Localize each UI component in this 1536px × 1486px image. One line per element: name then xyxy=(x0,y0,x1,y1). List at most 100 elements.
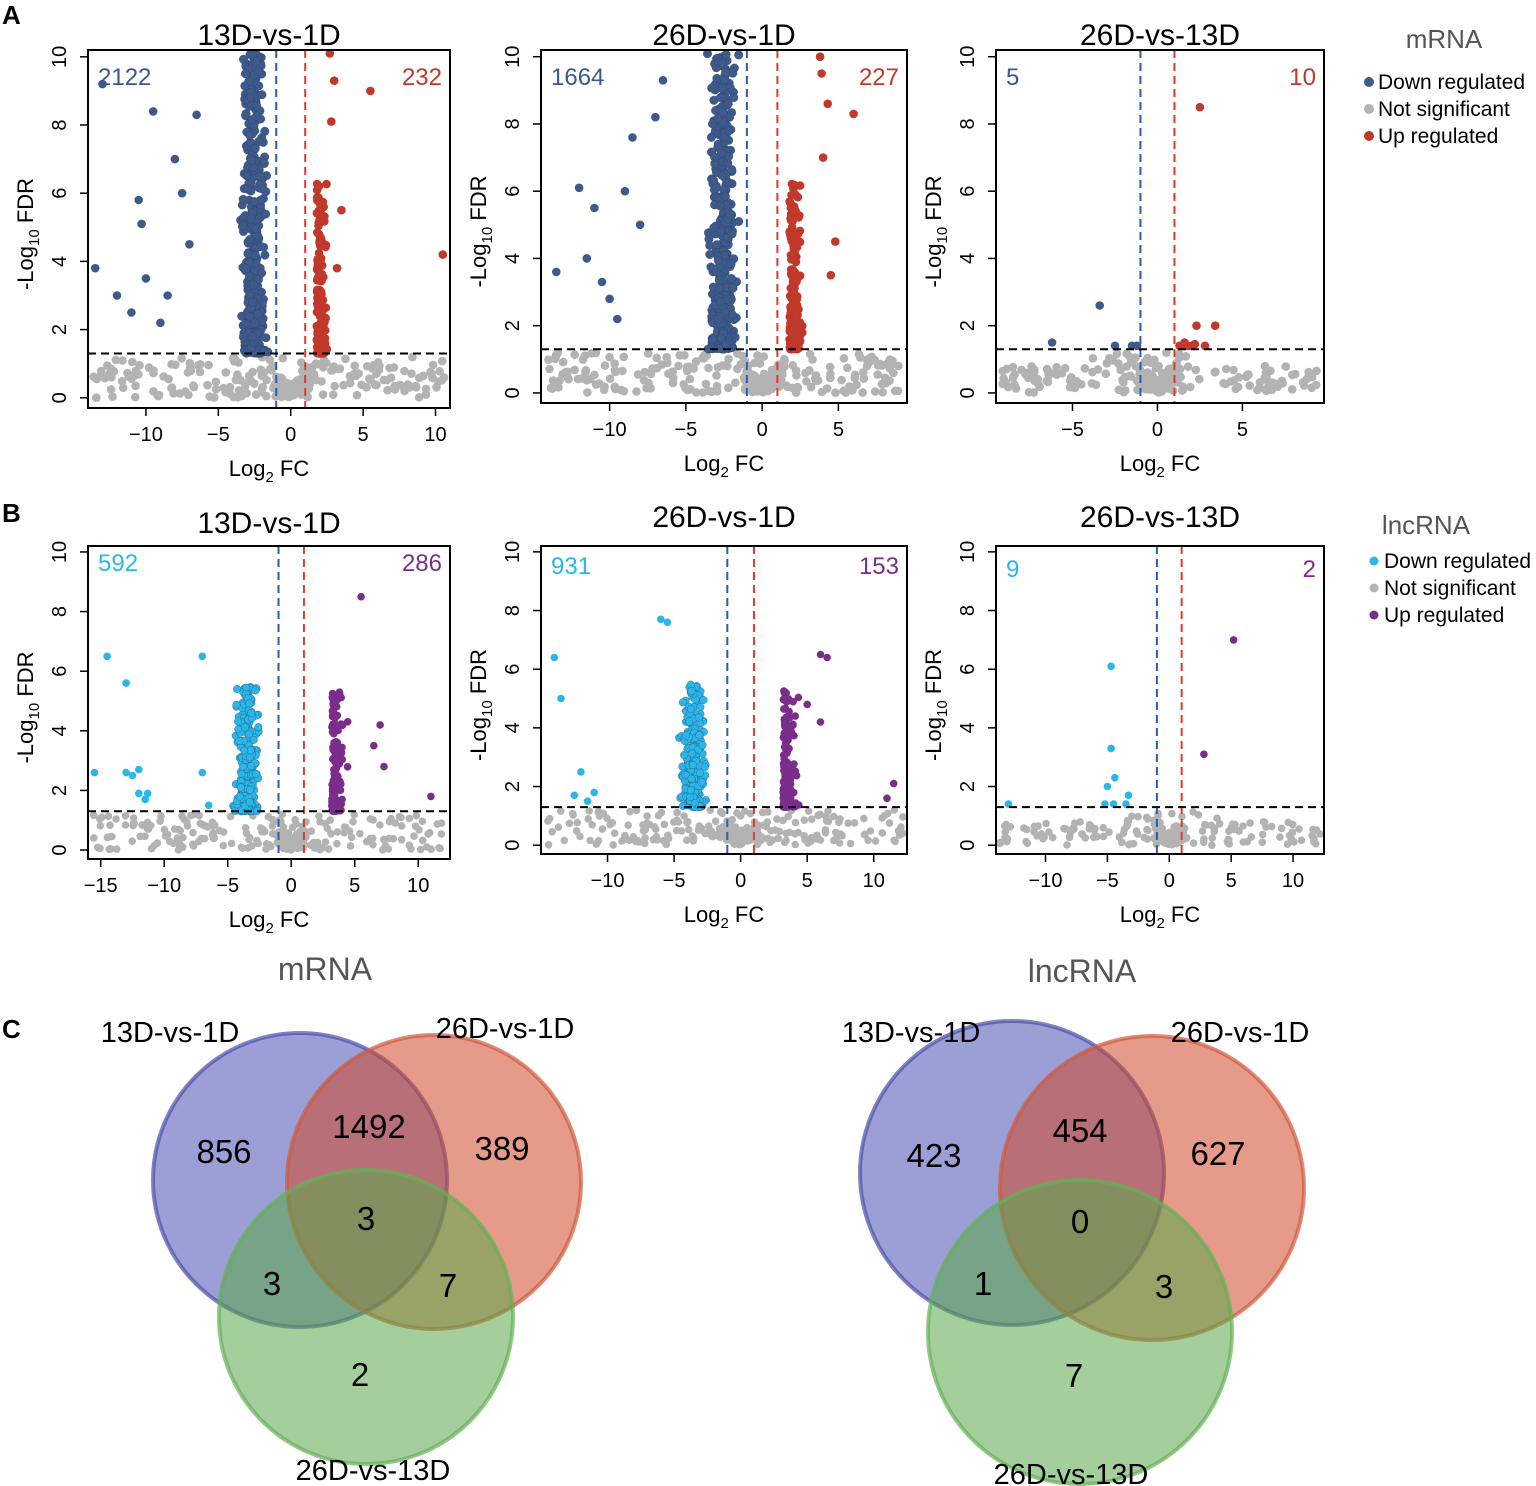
ns-point xyxy=(157,812,165,820)
ns-point xyxy=(418,836,427,845)
down-point xyxy=(177,188,187,198)
down-point xyxy=(122,679,130,687)
ns-point xyxy=(599,809,607,818)
ns-point xyxy=(1219,378,1228,388)
y-tick-label: 8 xyxy=(49,606,71,617)
up-point xyxy=(320,217,329,226)
plot-title: 13D-vs-1D xyxy=(197,19,340,52)
down-point xyxy=(240,319,250,329)
up-point xyxy=(380,762,388,771)
x-tick-label: −5 xyxy=(1061,419,1084,441)
ns-point xyxy=(544,841,553,849)
down-point xyxy=(122,768,130,777)
ns-point xyxy=(791,840,799,849)
legend-mrna: mRNA Down regulated Not significant Up r… xyxy=(1364,24,1525,148)
up-count: 10 xyxy=(1289,64,1316,91)
ns-point xyxy=(733,809,741,817)
down-point xyxy=(237,221,247,231)
ns-point xyxy=(267,365,276,375)
down-point xyxy=(695,731,704,740)
down-point xyxy=(689,761,698,769)
ns-point xyxy=(548,828,556,836)
ns-point xyxy=(826,369,835,379)
ns-point xyxy=(546,383,556,393)
up-point xyxy=(331,789,339,798)
panel-letter-b: B xyxy=(2,498,21,528)
ns-point xyxy=(1119,377,1128,387)
ns-point xyxy=(862,361,872,371)
ns-point xyxy=(626,807,634,816)
ns-point xyxy=(707,387,716,397)
ns-point xyxy=(108,392,117,402)
ns-point xyxy=(1057,368,1067,378)
down-count: 5 xyxy=(1006,64,1019,91)
ns-point xyxy=(619,352,629,362)
x-axis-label: Log2 FC xyxy=(1120,902,1201,932)
ns-point xyxy=(104,812,113,821)
ns-point xyxy=(1134,812,1142,821)
ns-point xyxy=(1311,380,1321,390)
ns-point xyxy=(726,819,735,828)
ns-point xyxy=(322,358,331,368)
ns-point xyxy=(580,351,590,360)
ns-point xyxy=(644,349,653,358)
down-point xyxy=(252,101,262,111)
ns-point xyxy=(1140,357,1149,367)
ns-point xyxy=(1208,841,1216,849)
down-point xyxy=(1101,800,1109,808)
ns-point xyxy=(550,354,560,364)
ns-point xyxy=(749,823,758,832)
points xyxy=(89,592,446,854)
down-point xyxy=(708,335,718,345)
ns-point xyxy=(1030,822,1039,831)
ns-point xyxy=(1234,373,1244,382)
ns-point xyxy=(219,841,228,850)
down-point xyxy=(716,227,725,237)
ns-point xyxy=(640,839,649,848)
ns-point xyxy=(860,814,868,823)
down-point xyxy=(244,271,254,281)
ns-point xyxy=(844,819,852,827)
y-tick-label: 4 xyxy=(49,725,71,736)
ns-point xyxy=(106,821,114,829)
ns-point xyxy=(1126,372,1136,381)
ns-point xyxy=(1221,364,1231,374)
up-point xyxy=(316,199,326,209)
ns-point xyxy=(351,371,361,381)
ns-point xyxy=(1247,833,1256,841)
ns-point xyxy=(167,360,176,369)
down-point xyxy=(163,291,172,300)
ns-point xyxy=(712,381,722,391)
ns-point xyxy=(437,830,446,838)
y-tick-label: 4 xyxy=(502,722,524,733)
ns-point xyxy=(839,354,849,363)
down-point xyxy=(247,155,257,165)
ns-point xyxy=(791,818,800,827)
ns-point xyxy=(1162,379,1171,389)
x-tick-label: −5 xyxy=(216,875,239,897)
ns-point xyxy=(836,830,845,838)
ns-point xyxy=(629,833,638,841)
y-tick-label: 4 xyxy=(957,253,979,264)
ns-point xyxy=(1003,837,1011,846)
down-point xyxy=(148,107,158,116)
ns-point xyxy=(1157,832,1166,841)
ns-point xyxy=(389,834,398,843)
venn-set-circle xyxy=(217,1168,515,1466)
ns-point xyxy=(96,821,105,830)
ns-point xyxy=(105,845,114,854)
ns-point xyxy=(194,361,203,370)
ns-point xyxy=(1118,838,1126,847)
venn-set-label: 13D-vs-1D xyxy=(101,1017,240,1049)
y-tick-label: 6 xyxy=(957,664,979,675)
down-point xyxy=(628,133,637,142)
ns-point xyxy=(118,383,128,393)
up-point xyxy=(315,311,325,321)
ns-point xyxy=(730,825,739,833)
ns-point xyxy=(605,374,615,384)
ns-point xyxy=(1181,352,1191,361)
y-tick-label: 10 xyxy=(49,541,71,563)
ns-point xyxy=(829,812,838,821)
ns-point xyxy=(1070,383,1080,393)
down-point xyxy=(680,751,689,760)
